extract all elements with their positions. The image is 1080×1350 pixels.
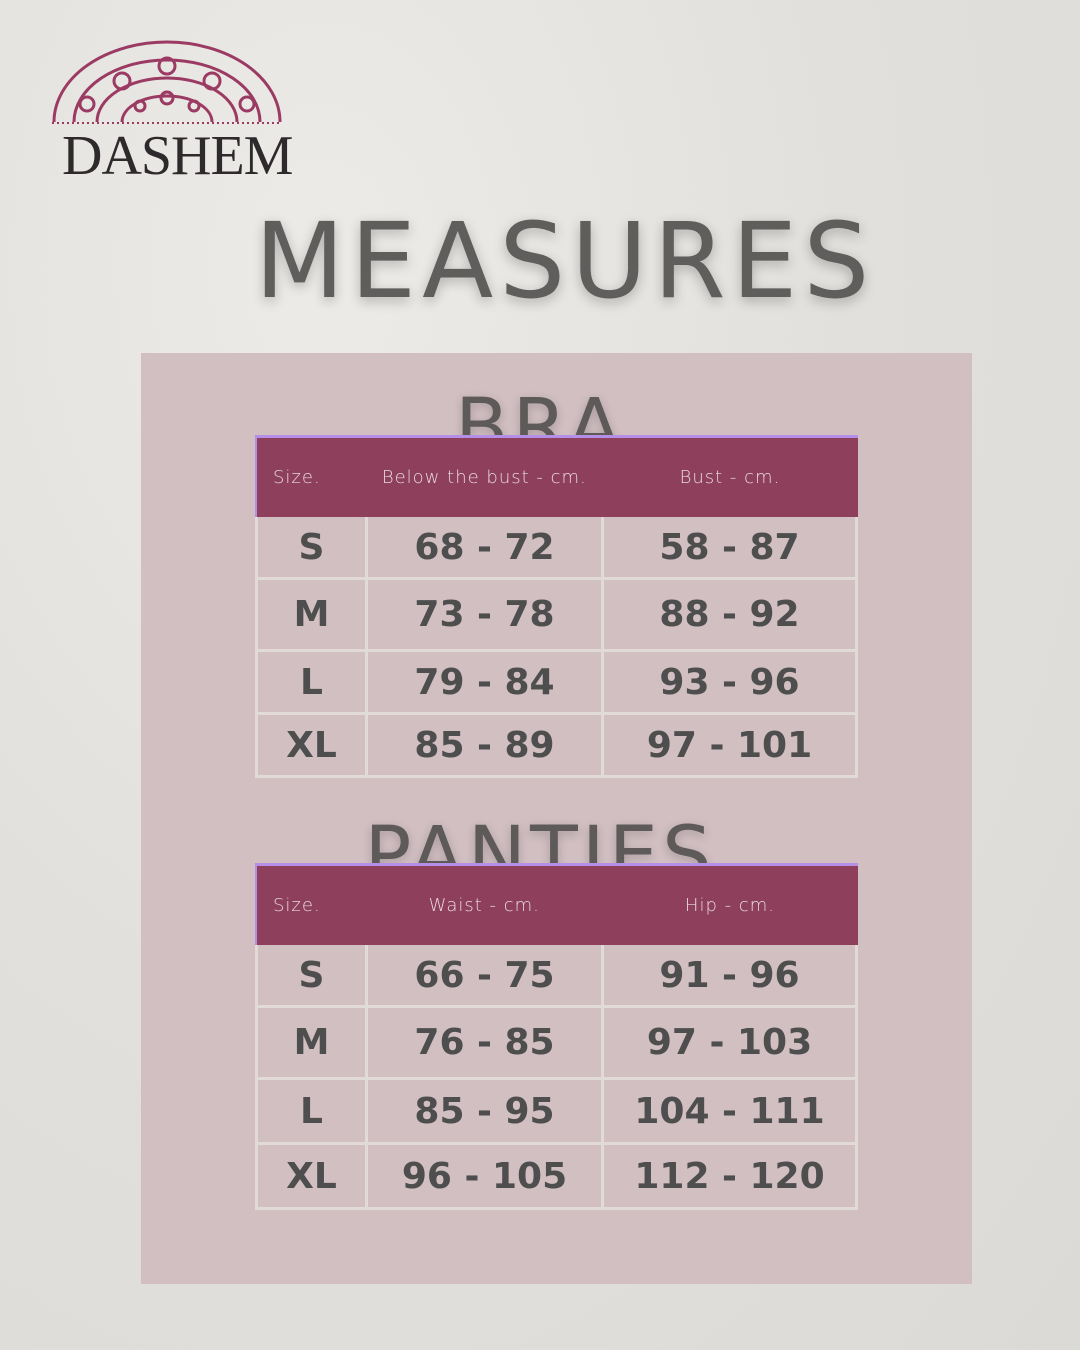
column-header: Hip - cm. xyxy=(684,895,775,916)
table-row: M 73 - 78 88 - 92 xyxy=(255,580,858,652)
mandala-ornament-icon xyxy=(52,40,282,124)
brand-logo: DASHEM xyxy=(52,36,293,191)
bra-heading: BRA xyxy=(455,383,625,438)
value-cell: 88 - 92 xyxy=(601,580,858,649)
value-cell: 112 - 120 xyxy=(601,1145,858,1207)
value-cell: 97 - 103 xyxy=(601,1008,858,1077)
table-header: Size. Below the bust - cm. Bust - cm. xyxy=(255,435,858,517)
size-cell: L xyxy=(255,652,365,712)
value-cell: 104 - 111 xyxy=(601,1080,858,1142)
size-cell: L xyxy=(255,1080,365,1142)
column-header: Bust - cm. xyxy=(679,467,781,488)
size-cell: XL xyxy=(255,715,365,775)
value-cell: 73 - 78 xyxy=(365,580,601,649)
size-cell: XL xyxy=(255,1145,365,1207)
value-cell: 91 - 96 xyxy=(601,945,858,1005)
value-cell: 97 - 101 xyxy=(601,715,858,775)
size-cell: M xyxy=(255,580,365,649)
table-row: XL 96 - 105 112 - 120 xyxy=(255,1145,858,1210)
size-cell: M xyxy=(255,1008,365,1077)
column-header: Below the bust - cm. xyxy=(381,467,587,488)
table-row: S 66 - 75 91 - 96 xyxy=(255,945,858,1008)
table-row: XL 85 - 89 97 - 101 xyxy=(255,715,858,778)
size-cell: S xyxy=(255,517,365,577)
value-cell: 85 - 89 xyxy=(365,715,601,775)
table-row: M 76 - 85 97 - 103 xyxy=(255,1008,858,1080)
table-row: S 68 - 72 58 - 87 xyxy=(255,517,858,580)
panties-heading: PANTIES xyxy=(364,811,716,866)
table-row: L 85 - 95 104 - 111 xyxy=(255,1080,858,1145)
value-cell: 58 - 87 xyxy=(601,517,858,577)
value-cell: 93 - 96 xyxy=(601,652,858,712)
value-cell: 85 - 95 xyxy=(365,1080,601,1142)
panties-table: Size. Waist - cm. Hip - cm. S 66 - 75 91… xyxy=(255,863,858,1210)
logo-wordmark: DASHEM xyxy=(62,125,293,187)
value-cell: 96 - 105 xyxy=(365,1145,601,1207)
value-cell: 66 - 75 xyxy=(365,945,601,1005)
column-header: Size. xyxy=(273,895,321,916)
table-row: L 79 - 84 93 - 96 xyxy=(255,652,858,715)
value-cell: 68 - 72 xyxy=(365,517,601,577)
size-cell: S xyxy=(255,945,365,1005)
table-header: Size. Waist - cm. Hip - cm. xyxy=(255,863,858,945)
page-title: MEASURES xyxy=(254,200,876,322)
value-cell: 79 - 84 xyxy=(365,652,601,712)
bra-table: Size. Below the bust - cm. Bust - cm. S … xyxy=(255,435,858,778)
column-header: Waist - cm. xyxy=(428,895,540,916)
column-header: Size. xyxy=(273,467,321,488)
value-cell: 76 - 85 xyxy=(365,1008,601,1077)
